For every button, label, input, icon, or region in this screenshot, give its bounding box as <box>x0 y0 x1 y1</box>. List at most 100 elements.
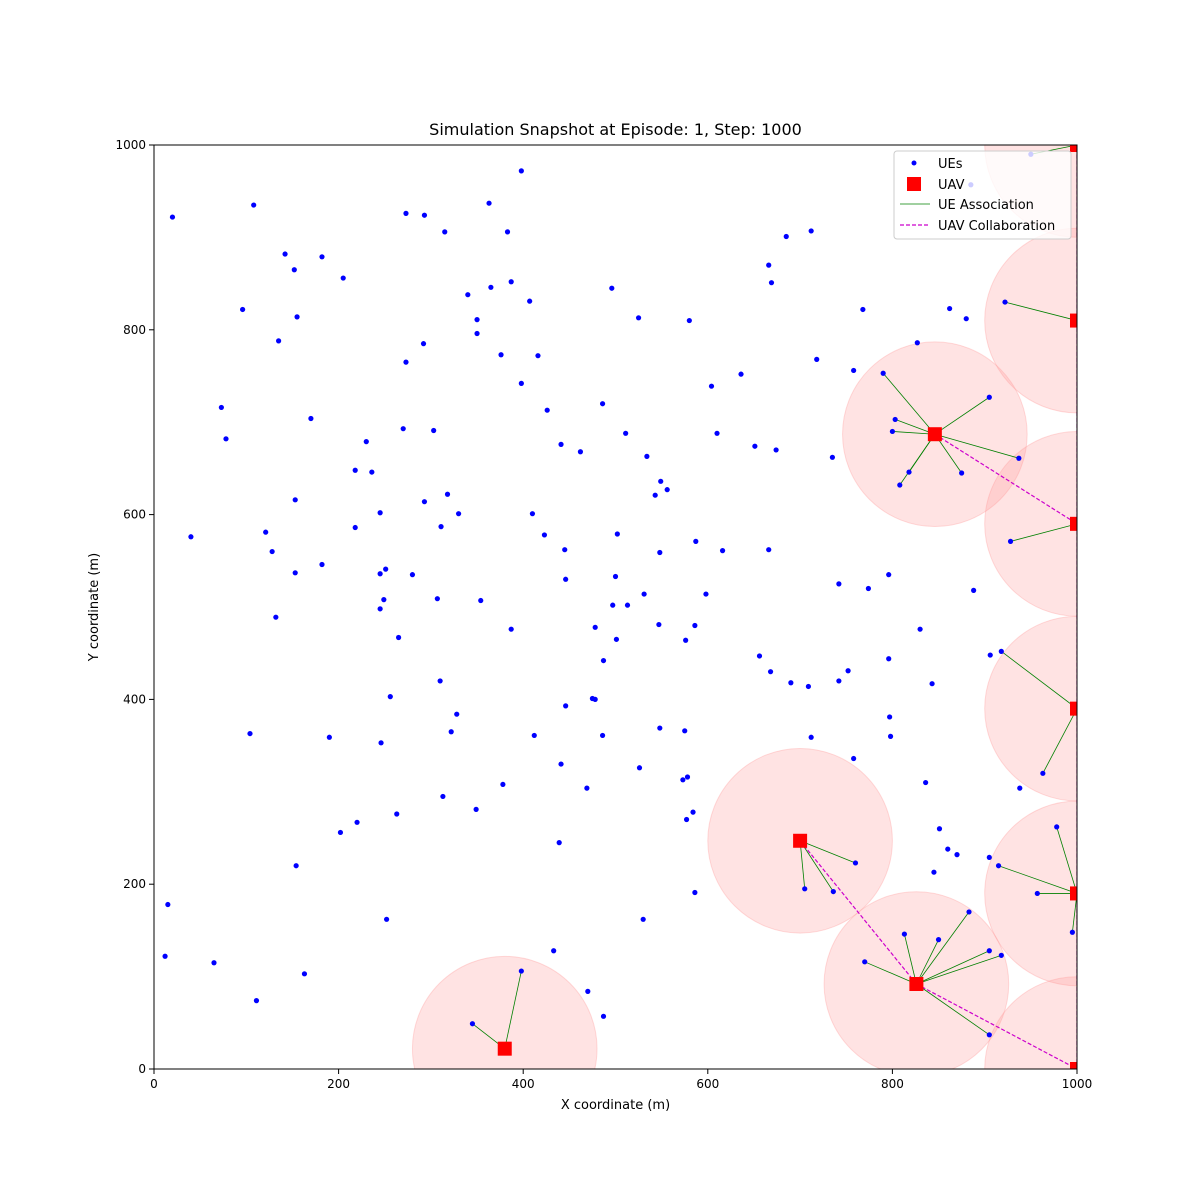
ue-point <box>624 602 631 608</box>
x-tick-label: 400 <box>512 1077 535 1091</box>
association-line <box>504 970 522 1049</box>
ue-point <box>929 681 935 687</box>
ue-point <box>719 548 726 554</box>
x-tick-label: 0 <box>150 1077 158 1091</box>
ue-point <box>247 730 253 737</box>
y-tick-label: 800 <box>123 323 146 337</box>
association-line <box>1001 651 1077 709</box>
ue-point <box>788 680 794 686</box>
ue-point <box>802 886 808 892</box>
ue-point <box>897 482 903 488</box>
x-tick-label: 600 <box>696 1077 719 1091</box>
ue-point <box>852 860 859 866</box>
ue-point <box>354 819 360 825</box>
ue-point <box>814 356 820 362</box>
ue-point <box>623 430 629 436</box>
ue-point <box>995 863 1002 869</box>
ue-point <box>906 469 912 475</box>
ue-point <box>703 591 709 597</box>
ue-point <box>395 634 402 641</box>
ue-point <box>188 534 194 540</box>
ue-point <box>947 305 953 312</box>
ue-point <box>381 597 387 603</box>
ue-point <box>541 532 548 538</box>
ue-point <box>693 538 699 544</box>
ue-point <box>600 657 607 664</box>
ue-point <box>387 694 393 700</box>
uav-marker <box>909 976 924 991</box>
ue-point <box>836 678 842 684</box>
ue-point <box>498 352 504 358</box>
y-tick-label: 0 <box>138 1062 146 1076</box>
ue-point <box>218 404 224 411</box>
ue-point <box>752 443 758 449</box>
association-line <box>1056 826 1077 894</box>
ue-point <box>887 733 894 739</box>
ue-point <box>162 953 168 959</box>
uav-marker <box>1070 886 1077 901</box>
ue-point <box>917 626 923 632</box>
ue-point <box>377 606 383 612</box>
association-line <box>1004 301 1077 321</box>
association-line <box>916 950 990 985</box>
ue-point <box>829 454 836 460</box>
legend-ue-marker <box>911 160 917 166</box>
ue-layer <box>162 151 1075 1038</box>
ue-point <box>635 315 642 321</box>
association-line <box>904 934 917 985</box>
ue-point <box>444 491 451 497</box>
ue-point <box>394 811 400 817</box>
ue-point <box>851 755 857 762</box>
ue-point <box>518 168 524 174</box>
ue-point <box>409 572 416 578</box>
ue-point <box>531 732 537 739</box>
ue-point <box>263 529 269 535</box>
ue-point <box>273 614 279 620</box>
ue-point <box>959 470 965 476</box>
ue-point <box>830 888 836 895</box>
ue-point <box>437 678 443 684</box>
association-line <box>892 431 935 435</box>
ue-point <box>945 846 951 852</box>
x-ticks: 0 200 400 600 800 1000 <box>150 1069 1092 1091</box>
ue-point <box>585 988 591 994</box>
association-line <box>799 840 834 892</box>
ue-point <box>473 806 479 812</box>
ue-point <box>440 793 446 800</box>
ue-point <box>544 407 550 413</box>
ue-point <box>276 338 282 344</box>
ue-point <box>986 394 992 400</box>
ue-point <box>599 401 606 407</box>
ue-point <box>337 829 344 836</box>
ue-point <box>1002 299 1008 305</box>
ue-point <box>1069 929 1075 935</box>
ue-point <box>251 202 257 208</box>
legend-box <box>893 150 1072 240</box>
uav-marker <box>1070 701 1077 716</box>
ue-point <box>377 571 383 577</box>
ue-point <box>474 317 480 323</box>
ue-point <box>527 298 533 304</box>
ue-point <box>378 740 384 746</box>
ue-point <box>165 901 171 908</box>
coverage-circle <box>411 955 598 1069</box>
ue-point <box>683 637 689 643</box>
ue-point <box>1007 538 1014 544</box>
ue-point <box>486 200 492 206</box>
ue-point <box>403 359 409 365</box>
ue-point <box>986 854 992 861</box>
ue-point <box>558 761 564 767</box>
ue-point <box>223 436 229 442</box>
legend-uav-marker <box>907 177 921 191</box>
ue-point <box>998 952 1004 958</box>
association-line <box>916 939 939 985</box>
ue-point <box>563 576 569 582</box>
ue-point <box>808 734 814 740</box>
ue-point <box>766 262 772 268</box>
ue-point <box>291 267 297 273</box>
ue-point <box>986 1032 992 1038</box>
ue-point <box>767 669 774 675</box>
ue-point <box>682 728 688 734</box>
association-line <box>934 396 990 435</box>
